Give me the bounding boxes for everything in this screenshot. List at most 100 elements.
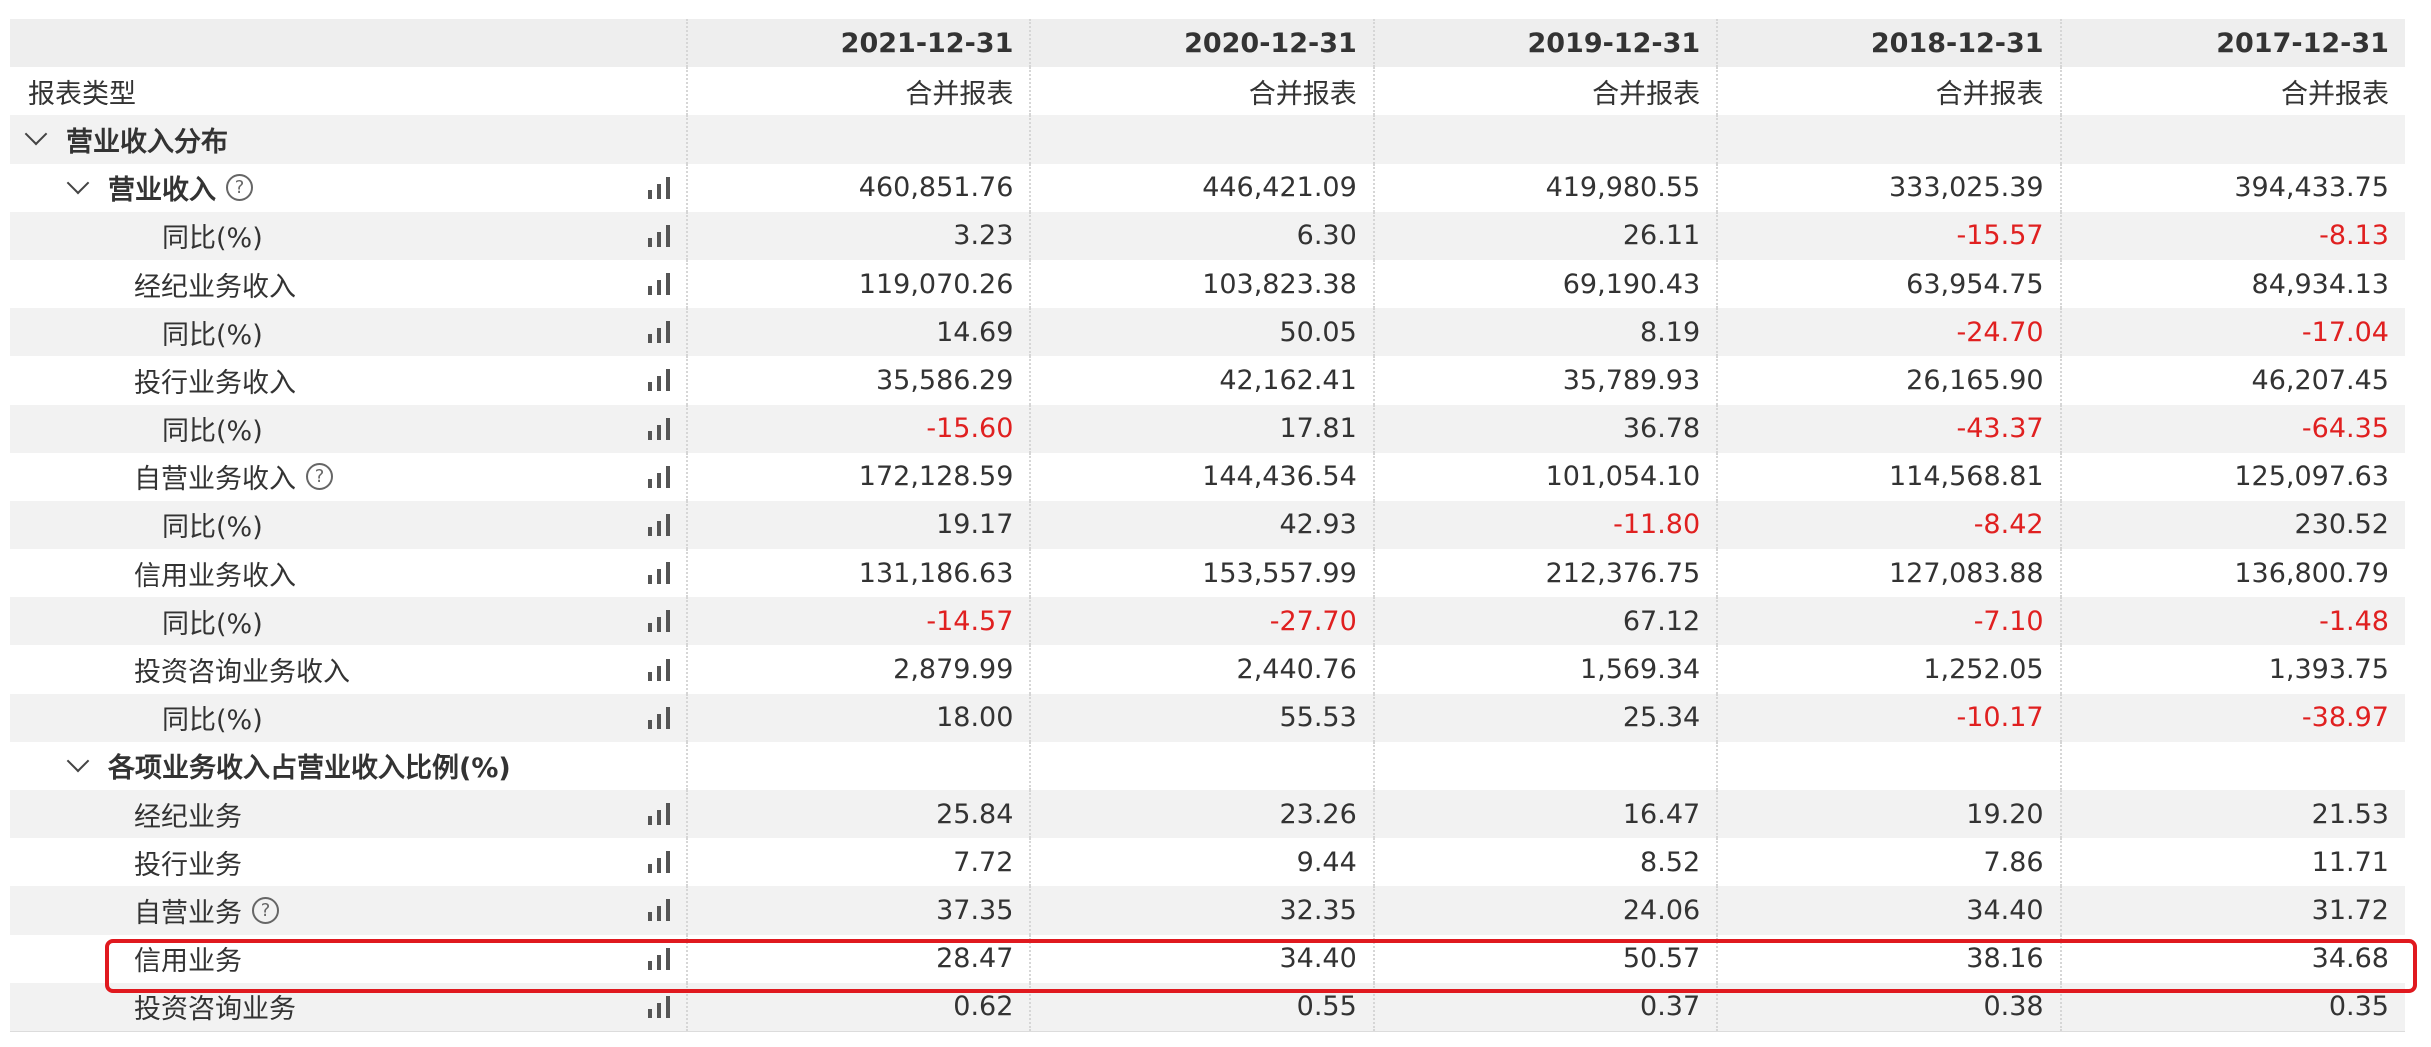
report-type-row: 报表类型 合并报表 合并报表 合并报表 合并报表 合并报表 — [10, 67, 2405, 116]
table-row: 经纪业务收入 119,070.26 103,823.38 69,190.43 63,95… — [10, 259, 2405, 309]
value-cell: 18.00 — [688, 693, 1032, 742]
header-date[interactable]: 2017-12-31 — [2216, 27, 2389, 59]
value-cell: 114,568.81 — [1718, 452, 2062, 501]
chevron-down-icon[interactable] — [66, 171, 90, 194]
table-row: 营业收入? 460,851.76 446,421.09 419,980.55 333,0… — [10, 163, 2405, 212]
bar-chart-icon[interactable] — [648, 803, 674, 826]
value-cell: 1,252.05 — [1718, 645, 2062, 694]
bar-chart-icon[interactable] — [648, 706, 674, 729]
table-row: 自营业务收入? 172,128.59 144,436.54 101,054.10 114… — [10, 452, 2405, 501]
value-cell: 1,393.75 — [2268, 654, 2389, 686]
row-label-cell: 投行业务 — [10, 838, 688, 887]
row-label: 营业收入 — [108, 175, 216, 207]
value-cell: -11.80 — [1375, 500, 1719, 550]
report-type-value: 合并报表 — [1718, 67, 2062, 116]
value-cell: 34.40 — [1718, 886, 2062, 935]
bar-chart-icon[interactable] — [648, 658, 674, 681]
bar-chart-icon[interactable] — [648, 851, 674, 874]
bar-chart-icon[interactable] — [648, 610, 674, 633]
value-cell: 84,934.13 — [2251, 268, 2389, 300]
table-row: 自营业务? 37.35 32.35 24.06 34.40 31.72 — [10, 886, 2405, 935]
value-cell: 7.72 — [688, 838, 1032, 887]
value-cell: 0.37 — [1375, 982, 1719, 1031]
value-cell: 11.71 — [2311, 846, 2389, 878]
bar-chart-icon[interactable] — [648, 176, 674, 199]
value-cell: -43.37 — [1718, 404, 2062, 453]
empty-cell — [1031, 115, 1375, 164]
table-row: 投行业务收入 35,586.29 42,162.41 35,789.93 26,165.… — [10, 356, 2405, 405]
bar-chart-icon[interactable] — [648, 273, 674, 296]
header-date[interactable]: 2018-12-31 — [1718, 19, 2062, 68]
value-cell: -1.48 — [2319, 605, 2389, 637]
value-cell: 32.35 — [1031, 886, 1375, 935]
highlighted-row: 信用业务 28.47 34.40 50.57 38.16 34.68 — [10, 934, 2405, 983]
value-cell: 34.68 — [2311, 943, 2389, 975]
chevron-down-icon[interactable] — [24, 123, 48, 146]
bar-chart-icon[interactable] — [648, 947, 674, 970]
value-cell: -7.10 — [1718, 597, 2062, 646]
report-type-value: 合并报表 — [688, 67, 1032, 116]
value-cell: 6.30 — [1031, 211, 1375, 260]
row-label: 投行业务收入 — [134, 367, 296, 399]
empty-cell — [2062, 115, 2405, 163]
table-row: 信用业务收入 131,186.63 153,557.99 212,376.75 127,… — [10, 549, 2405, 598]
table-header-row: 2021-12-31 2020-12-31 2019-12-31 2018-12… — [10, 19, 2405, 68]
value-cell: 42,162.41 — [1031, 356, 1375, 405]
financial-table: 2021-12-31 2020-12-31 2019-12-31 2018-12… — [10, 19, 2405, 1032]
row-label: 信用业务 — [134, 946, 242, 978]
chevron-down-icon[interactable] — [66, 749, 90, 773]
question-circle-icon[interactable]: ? — [306, 463, 333, 491]
value-cell: 460,851.76 — [688, 163, 1032, 212]
value-cell: 67.12 — [1375, 597, 1719, 646]
section-row: 营业收入分布 — [10, 115, 2405, 164]
header-date[interactable]: 2021-12-31 — [688, 19, 1032, 68]
value-cell: -8.13 — [2319, 220, 2389, 252]
value-cell: 23.26 — [1031, 790, 1375, 839]
row-label: 信用业务收入 — [134, 560, 296, 592]
bar-chart-icon[interactable] — [648, 369, 674, 392]
bar-chart-icon[interactable] — [648, 995, 674, 1018]
value-cell: -15.57 — [1718, 211, 2062, 260]
bar-chart-icon[interactable] — [648, 224, 674, 247]
value-cell: 19.20 — [1718, 790, 2062, 839]
table-row: 同比(%) 3.23 6.30 26.11 -15.57 -8.13 — [10, 211, 2405, 260]
value-cell: 131,186.63 — [688, 549, 1032, 598]
bar-chart-icon[interactable] — [648, 417, 674, 440]
row-label-cell: 经纪业务 — [10, 790, 688, 839]
bar-chart-icon[interactable] — [648, 465, 674, 488]
value-cell: 26,165.90 — [1718, 356, 2062, 405]
header-date[interactable]: 2020-12-31 — [1031, 19, 1375, 68]
value-cell: 0.62 — [688, 982, 1032, 1031]
bar-chart-icon[interactable] — [648, 321, 674, 344]
report-type-value: 合并报表 — [1031, 67, 1375, 116]
empty-cell — [1718, 115, 2062, 164]
value-cell: 419,980.55 — [1375, 163, 1719, 212]
row-label-cell: 投行业务收入 — [10, 356, 688, 405]
value-cell: -8.42 — [1718, 500, 2062, 550]
bar-chart-icon[interactable] — [648, 513, 674, 536]
table-body: 营业收入分布 营业收入? 460,851.76 446,421.09 419,980.5… — [10, 115, 2405, 1031]
value-cell: 3.23 — [688, 211, 1032, 260]
empty-cell — [1375, 741, 1719, 790]
value-cell: 8.52 — [1375, 838, 1719, 887]
section-label-cell: 各项业务收入占营业收入比例(%) — [10, 741, 688, 790]
value-cell: 17.81 — [1031, 404, 1375, 453]
value-cell: 8.19 — [1375, 308, 1719, 357]
value-cell: 63,954.75 — [1718, 259, 2062, 309]
value-cell: -64.35 — [2301, 413, 2389, 445]
value-cell: -15.60 — [688, 404, 1032, 453]
row-label: 投资咨询业务收入 — [134, 657, 350, 689]
value-cell: 136,800.79 — [2234, 557, 2389, 589]
value-cell: 31.72 — [2311, 894, 2389, 926]
question-circle-icon[interactable]: ? — [252, 896, 279, 924]
bar-chart-icon[interactable] — [648, 562, 674, 585]
bar-chart-icon[interactable] — [648, 899, 674, 922]
value-cell: 153,557.99 — [1031, 549, 1375, 598]
value-cell: 101,054.10 — [1375, 452, 1719, 501]
row-label: 同比(%) — [162, 705, 263, 737]
header-date[interactable]: 2019-12-31 — [1375, 19, 1719, 68]
value-cell: 14.69 — [688, 308, 1032, 357]
value-cell: 50.05 — [1031, 308, 1375, 357]
row-label-cell: 同比(%) — [10, 404, 688, 453]
question-circle-icon[interactable]: ? — [226, 174, 253, 202]
